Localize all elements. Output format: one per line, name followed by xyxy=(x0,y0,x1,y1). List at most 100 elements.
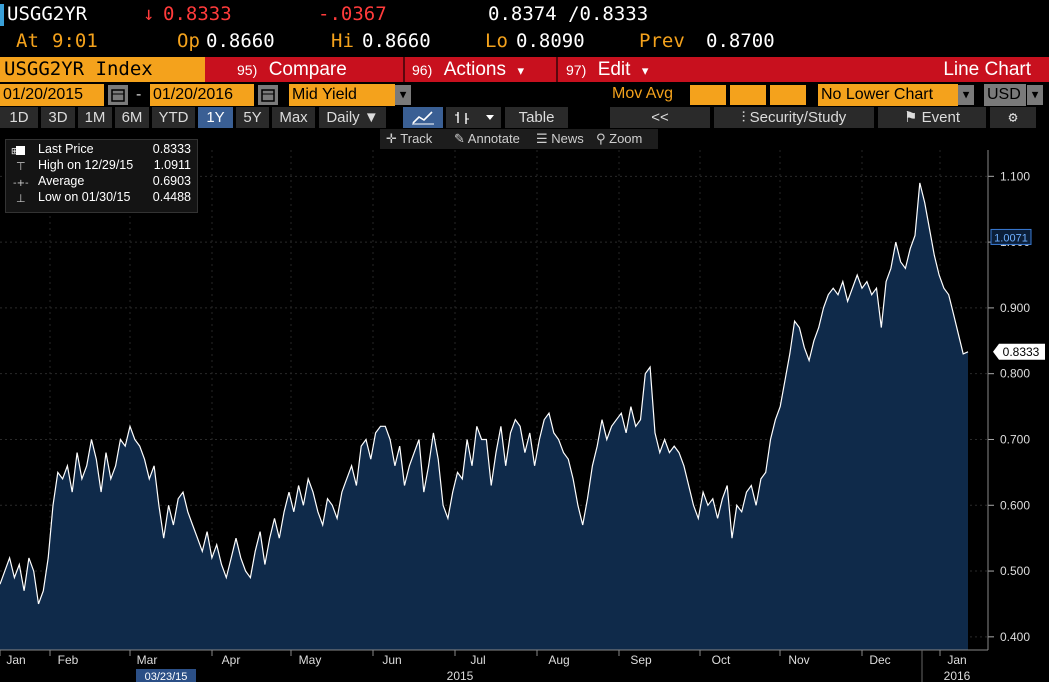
x-tick-label: Nov xyxy=(788,653,809,667)
security-study-button[interactable]: ⫶ Security/Study xyxy=(714,107,874,128)
toolbar-divider xyxy=(556,57,558,82)
edit-button[interactable]: 97) Edit ▾ xyxy=(566,57,648,82)
back-button[interactable]: << xyxy=(610,107,710,128)
legend-markers: ⊞ ⊤ -+- ⊥ xyxy=(11,146,29,205)
timeframe-5y-button[interactable]: 5Y xyxy=(236,107,269,128)
last-price: 0.8333 xyxy=(163,3,232,25)
track-button[interactable]: ✛ Track xyxy=(386,129,432,149)
sliders-icon: ⫶ xyxy=(741,109,750,126)
news-label: News xyxy=(551,131,584,146)
start-date-field[interactable]: 01/20/2015 xyxy=(0,84,104,106)
compare-button[interactable]: 95) Compare xyxy=(237,57,347,82)
quote-time: 9:01 xyxy=(52,30,98,52)
legend-low-label: Low on 01/30/15 xyxy=(38,190,131,204)
bar-chart-icon-graphic xyxy=(455,112,494,124)
date-dash: - xyxy=(136,86,142,103)
line-chart-icon[interactable] xyxy=(403,107,443,128)
security-study-label: Security/Study xyxy=(749,109,847,126)
chevron-down-icon[interactable]: ▼ xyxy=(958,85,974,105)
chart-tools-bar: ✛ Track ✎ Annotate ☰ News ⚲ Zoom xyxy=(380,129,658,149)
ticker-symbol[interactable]: USGG2YR xyxy=(7,3,88,25)
end-date-field[interactable]: 01/20/2016 xyxy=(150,84,254,106)
compare-number: 95) xyxy=(237,62,258,78)
x-tick-label: Dec xyxy=(869,653,890,667)
timeframe-3d-button[interactable]: 3D xyxy=(41,107,75,128)
yield-field-select[interactable]: Mid Yield xyxy=(289,84,395,106)
mov-avg-slot-1[interactable] xyxy=(690,85,726,105)
flag-icon: ⚑ xyxy=(904,109,922,126)
actions-number: 96) xyxy=(412,62,433,78)
cursor-value-label: 1.0071 xyxy=(994,232,1028,244)
zoom-button[interactable]: ⚲ Zoom xyxy=(596,129,642,149)
lower-chart-select[interactable]: No Lower Chart xyxy=(818,84,958,106)
timeframe-6m-button[interactable]: 6M xyxy=(115,107,149,128)
y-tick-label: 1.100 xyxy=(1000,169,1030,183)
chevron-down-icon[interactable]: ▼ xyxy=(395,85,411,105)
svg-text:-+-: -+- xyxy=(13,178,29,189)
mov-avg-slot-3[interactable] xyxy=(770,85,806,105)
zoom-label: Zoom xyxy=(609,131,643,146)
last-price-marker xyxy=(993,343,1045,360)
y-tick-label: 0.600 xyxy=(1000,498,1030,512)
currency-select[interactable]: USD xyxy=(984,84,1026,106)
calendar-icon-graphic xyxy=(261,89,275,102)
legend-low-value: 0.4488 xyxy=(152,190,191,204)
svg-text:⊞: ⊞ xyxy=(11,147,19,157)
security-index-label[interactable]: USGG2YR Index xyxy=(0,57,205,82)
annotate-label: Annotate xyxy=(467,131,520,146)
x-tick-label: Apr xyxy=(222,653,241,667)
y-tick-label: 0.700 xyxy=(1000,432,1030,446)
open-value: 0.8660 xyxy=(206,30,275,52)
prev-value: 0.8700 xyxy=(706,30,775,52)
period-select[interactable]: Daily ▼ xyxy=(319,107,386,128)
gear-icon[interactable]: ⚙ xyxy=(990,107,1036,128)
high-label: Hi xyxy=(331,30,354,52)
event-button[interactable]: ⚑ Event xyxy=(878,107,986,128)
ticker-marker xyxy=(0,4,4,26)
bar-chart-icon[interactable] xyxy=(446,107,501,128)
at-label: At xyxy=(16,30,39,52)
highlighted-date-box xyxy=(136,669,196,682)
timeframe-1m-button[interactable]: 1M xyxy=(78,107,112,128)
crosshair-icon: ✛ xyxy=(386,131,401,146)
news-icon: ☰ xyxy=(536,131,552,146)
table-button[interactable]: Table xyxy=(505,107,568,128)
edit-number: 97) xyxy=(566,62,587,78)
news-button[interactable]: ☰ News xyxy=(536,129,584,149)
x-tick-label: Jan xyxy=(947,653,966,667)
annotate-button[interactable]: ✎ Annotate xyxy=(454,129,520,149)
mov-avg-slot-2[interactable] xyxy=(730,85,766,105)
timeframe-ytd-button[interactable]: YTD xyxy=(152,107,195,128)
compare-label: Compare xyxy=(268,59,347,80)
year-label: 2015 xyxy=(447,669,474,682)
timeframe-max-button[interactable]: Max xyxy=(272,107,315,128)
calendar-icon[interactable] xyxy=(258,85,278,105)
y-tick-label: 0.800 xyxy=(1000,367,1030,381)
legend-average-value: 0.6903 xyxy=(152,174,191,188)
line-chart-icon-graphic xyxy=(412,111,434,125)
x-tick-label: Oct xyxy=(712,653,731,667)
timeframe-1d-button[interactable]: 1D xyxy=(0,107,38,128)
timeframe-1y-button[interactable]: 1Y xyxy=(198,107,233,128)
calendar-icon[interactable] xyxy=(108,85,128,105)
year-label: 2016 xyxy=(944,669,971,682)
cursor-value-box xyxy=(990,228,1032,245)
edit-label: Edit xyxy=(597,59,631,80)
chart-type-label[interactable]: Line Chart xyxy=(943,59,1031,80)
edit-chevron-down-icon: ▾ xyxy=(641,63,649,78)
price-area xyxy=(0,182,968,650)
x-tick-label: Sep xyxy=(630,653,652,667)
x-tick-label: Jan xyxy=(6,653,25,667)
bid-ask: 0.8374 /0.8333 xyxy=(488,3,649,25)
prev-label: Prev xyxy=(639,30,685,52)
pencil-icon: ✎ xyxy=(454,131,468,146)
x-tick-label: May xyxy=(299,653,322,667)
y-tick-label: 0.400 xyxy=(1000,630,1030,644)
chevron-down-icon[interactable]: ▼ xyxy=(1027,85,1043,105)
actions-chevron-down-icon: ▾ xyxy=(517,63,524,78)
track-label: Track xyxy=(400,131,433,146)
svg-text:⊤: ⊤ xyxy=(16,160,26,173)
actions-button[interactable]: 96) Actions ▾ xyxy=(412,57,524,82)
x-tick-label: Jun xyxy=(382,653,401,667)
